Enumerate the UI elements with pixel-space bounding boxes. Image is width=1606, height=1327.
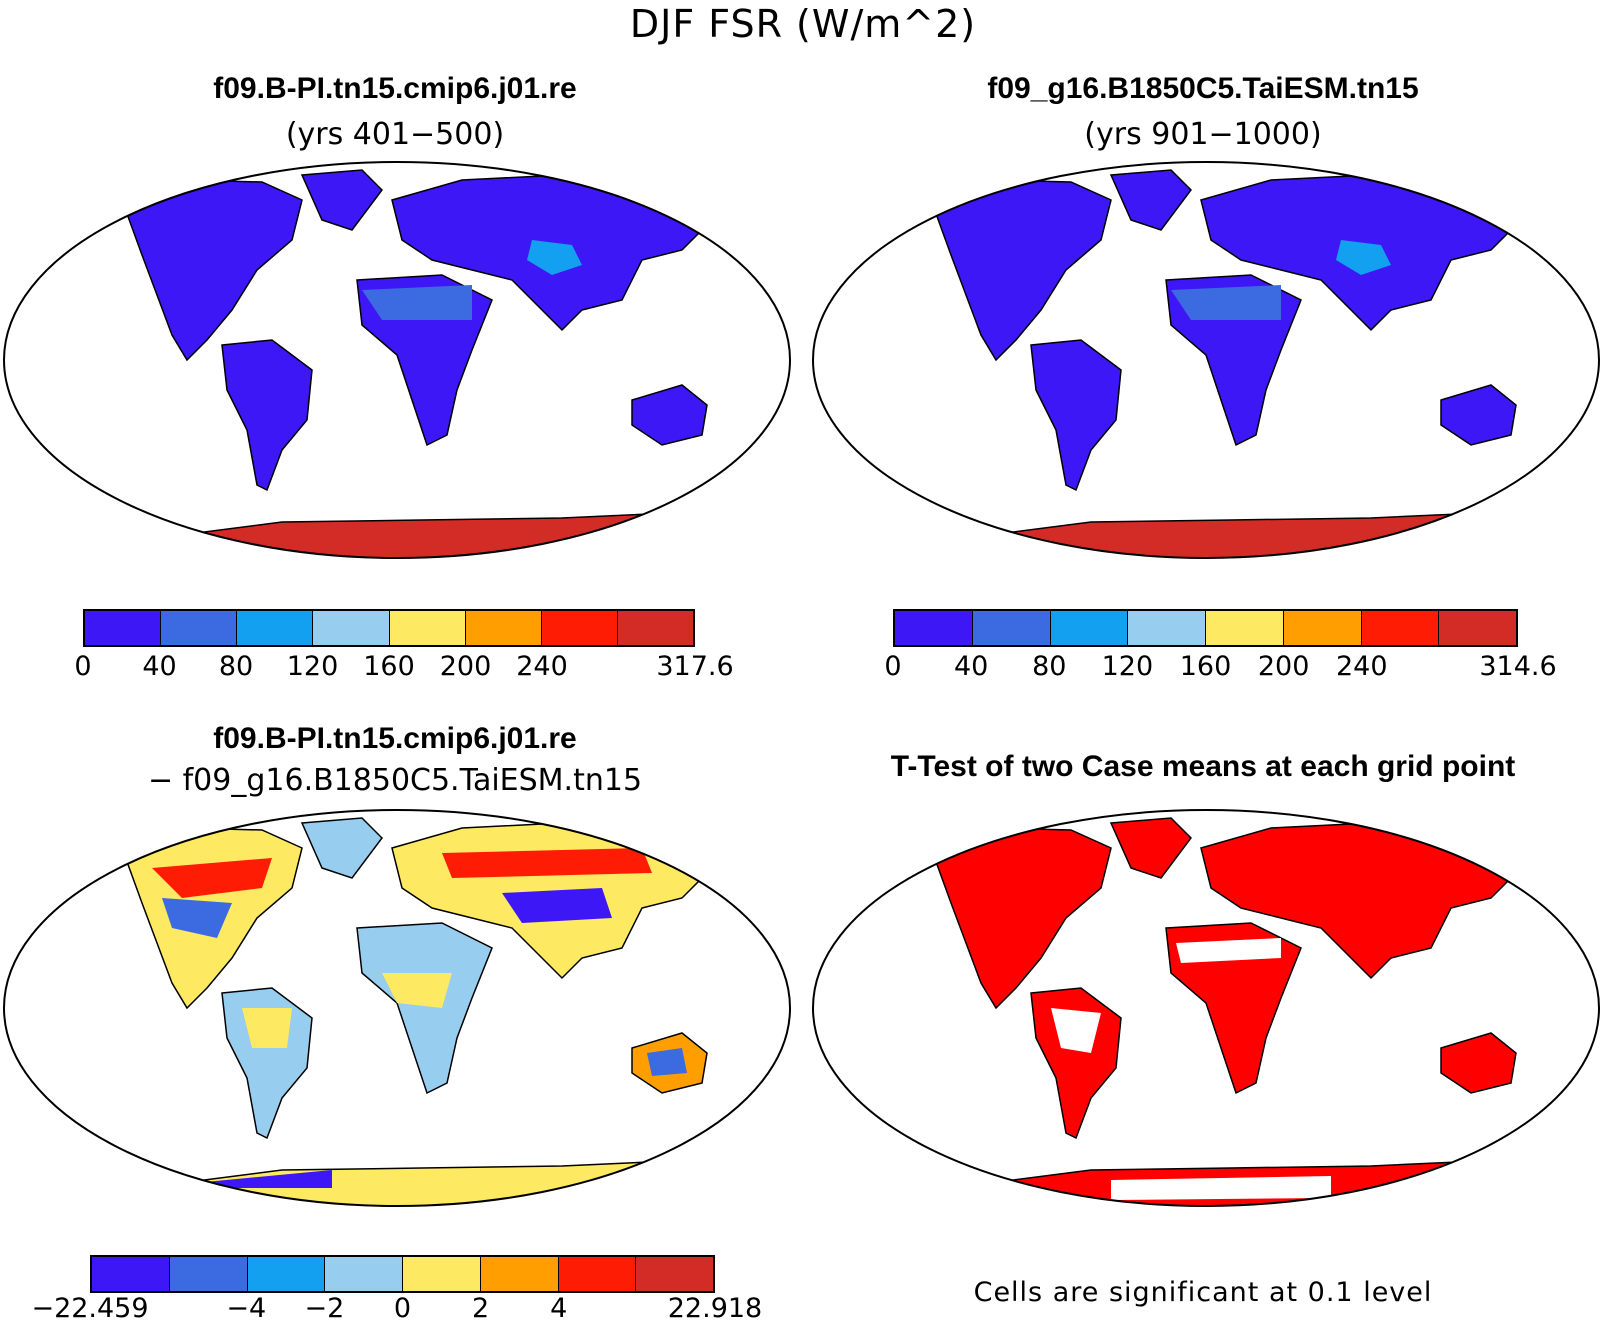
figure-title: DJF FSR (W/m^2) xyxy=(629,2,977,46)
colorbar-cell xyxy=(1128,611,1206,645)
land-south-america xyxy=(221,339,313,492)
colorbar-cell xyxy=(1439,611,1516,645)
colorbar-cell xyxy=(92,1257,170,1291)
colorbar-tick-label: −22.459 xyxy=(31,1293,149,1324)
colorbar-tick-label: 317.6 xyxy=(656,651,734,682)
colorbar-cell xyxy=(389,611,466,645)
panel-title-bottom-left: f09.B-PI.tn15.cmip6.j01.re xyxy=(213,722,577,755)
colorbar-cell xyxy=(403,1257,481,1291)
colorbar-top-right xyxy=(893,609,1518,647)
colorbar-tick-label: 240 xyxy=(1335,651,1388,682)
land-australia xyxy=(631,384,708,446)
colorbar-tick-label: 160 xyxy=(1179,651,1232,682)
colorbar-tick-label: 200 xyxy=(1257,651,1310,682)
map-top-left xyxy=(3,161,791,559)
colorbar-tick-label: 0 xyxy=(74,651,92,682)
colorbar-cell xyxy=(169,1257,248,1291)
colorbar-tick-label: 240 xyxy=(516,651,568,682)
colorbar-cell xyxy=(636,1257,713,1291)
colorbar-cell xyxy=(972,611,1051,645)
colorbar-top-left xyxy=(83,609,695,647)
significance-note: Cells are significant at 0.1 level xyxy=(973,1277,1433,1308)
colorbar-bottom-left xyxy=(90,1255,715,1293)
colorbar-cell xyxy=(1361,611,1440,645)
colorbar-tick-label: 40 xyxy=(142,651,177,682)
colorbar-cell xyxy=(247,1257,326,1291)
panel-title-top-left: f09.B-PI.tn15.cmip6.j01.re xyxy=(213,72,577,105)
land-greenland xyxy=(300,169,383,231)
colorbar-tick-label: 40 xyxy=(953,651,989,682)
colorbar-tick-label: 314.6 xyxy=(1479,651,1557,682)
colorbar-cell xyxy=(541,611,618,645)
colorbar-ticks-top-left: 0 40 80 120 160 200 240 317.6 xyxy=(74,651,733,685)
colorbar-cell xyxy=(465,611,542,645)
colorbar-tick-label: 120 xyxy=(1101,651,1154,682)
colorbar-cell xyxy=(1206,611,1284,645)
map-top-right xyxy=(812,161,1600,559)
colorbar-cell xyxy=(325,1257,403,1291)
colorbar-cell xyxy=(85,611,162,645)
colorbar-cell xyxy=(617,611,693,645)
colorbar-tick-label: 160 xyxy=(363,651,415,682)
map-bottom-right xyxy=(812,809,1600,1207)
colorbar-tick-label: 120 xyxy=(286,651,339,682)
panel-title-bottom-right: T-Test of two Case means at each grid po… xyxy=(890,750,1516,783)
colorbar-tick-label: −4 xyxy=(226,1293,267,1324)
panel-subtitle-top-left: (yrs 401−500) xyxy=(285,117,505,152)
colorbar-tick-label: 4 xyxy=(550,1293,568,1324)
panel-subtitle-bottom-left: − f09_g16.B1850C5.TaiESM.tn15 xyxy=(147,763,643,798)
colorbar-tick-label: 22.918 xyxy=(667,1293,763,1324)
colorbar-cell xyxy=(237,611,314,645)
colorbar-cell xyxy=(161,611,238,645)
colorbar-ticks-bottom-left: −22.459 −4 −2 0 2 4 22.918 xyxy=(31,1293,762,1327)
panel-subtitle-top-right: (yrs 901−1000) xyxy=(1084,117,1322,152)
colorbar-cell xyxy=(895,611,973,645)
panel-title-top-right: f09_g16.B1850C5.TaiESM.tn15 xyxy=(987,72,1419,105)
colorbar-cell xyxy=(480,1257,559,1291)
map-bottom-left xyxy=(3,809,791,1207)
colorbar-tick-label: 0 xyxy=(393,1293,412,1324)
colorbar-tick-label: 0 xyxy=(884,651,902,682)
colorbar-cell xyxy=(1283,611,1362,645)
land-north-america xyxy=(121,179,303,362)
colorbar-tick-label: −2 xyxy=(304,1293,345,1324)
colorbar-ticks-top-right: 0 40 80 120 160 200 240 314.6 xyxy=(884,651,1556,685)
colorbar-tick-label: 200 xyxy=(439,651,492,682)
colorbar-cell xyxy=(1050,611,1129,645)
colorbar-cell xyxy=(558,1257,637,1291)
colorbar-tick-label: 80 xyxy=(218,651,254,682)
colorbar-tick-label: 2 xyxy=(472,1293,490,1324)
colorbar-tick-label: 80 xyxy=(1032,651,1067,682)
colorbar-cell xyxy=(313,611,390,645)
